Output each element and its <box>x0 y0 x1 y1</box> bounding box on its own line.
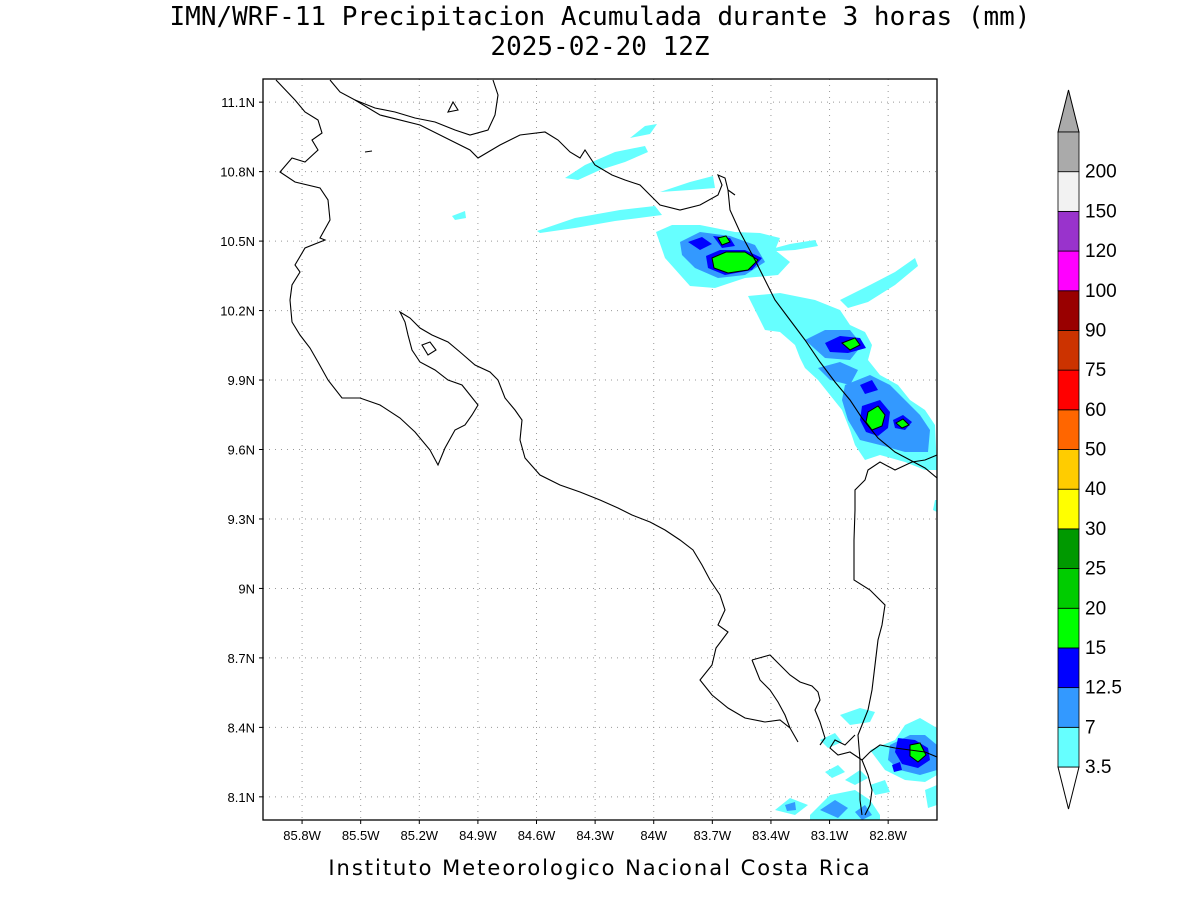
precip-3.5-cyan <box>452 124 937 820</box>
lon-tick-label: 84.9W <box>459 828 497 843</box>
lat-tick-label: 10.5N <box>220 234 255 249</box>
colorbar-label: 25 <box>1085 559 1106 580</box>
nicaragua-costa-rica-border-and-coast <box>275 79 799 743</box>
lat-tick-label: 10.8N <box>220 165 255 180</box>
lon-tick-label: 83.4W <box>752 828 790 843</box>
lat-tick-label: 9.3N <box>228 512 255 527</box>
colorbar-swatch <box>1057 131 1080 173</box>
colorbar-under-arrow <box>1057 766 1080 810</box>
lat-tick-label: 8.4N <box>228 720 255 735</box>
osa-peninsula <box>751 654 826 746</box>
colorbar-swatch <box>1057 607 1080 649</box>
coastlines-borders <box>275 79 937 816</box>
colorbar-swatch <box>1057 528 1080 569</box>
colorbar-label: 100 <box>1085 281 1117 302</box>
lat-tick-label: 8.1N <box>228 790 255 805</box>
colorbar-label: 200 <box>1085 162 1117 183</box>
colorbar-label: 20 <box>1085 598 1106 619</box>
burica-coast <box>861 759 873 816</box>
colorbar-label: 15 <box>1085 638 1106 659</box>
longitude-labels: 85.8W 85.5W 85.2W 84.9W 84.6W 84.3W 84W 83.7W 83… <box>283 820 908 843</box>
colorbar-label: 40 <box>1085 479 1106 500</box>
lon-tick-label: 83.1W <box>811 828 849 843</box>
small-islet <box>364 150 373 153</box>
colorbar-swatch <box>1057 250 1080 292</box>
colorbar-label: 75 <box>1085 360 1106 381</box>
precip-15-green <box>711 235 927 763</box>
lat-tick-label: 10.2N <box>220 304 255 319</box>
colorbar-label: 3.5 <box>1085 757 1111 778</box>
colorbar-label: 60 <box>1085 400 1106 421</box>
rio-san-juan-border <box>354 99 736 211</box>
colorbar-swatch <box>1057 369 1080 411</box>
lat-tick-label: 9N <box>238 581 255 596</box>
lat-tick-label: 8.7N <box>228 651 255 666</box>
colorbar-swatch <box>1057 726 1080 768</box>
colorbar-swatch <box>1057 330 1080 371</box>
colorbar-label: 7 <box>1085 717 1096 738</box>
lat-tick-label: 9.6N <box>228 443 255 458</box>
map-title-line1: IMN/WRF-11 Precipitacion Acumulada duran… <box>169 2 1031 32</box>
colorbar-swatch <box>1057 409 1080 450</box>
nicoya-inlet <box>421 341 437 356</box>
colorbar-label: 90 <box>1085 320 1106 341</box>
lon-tick-label: 83.7W <box>694 828 732 843</box>
lat-tick-label: 9.9N <box>228 373 255 388</box>
graticule-grid <box>263 79 937 820</box>
lake-island <box>447 100 459 113</box>
lon-tick-label: 85.5W <box>342 828 380 843</box>
lat-tick-label: 11.1N <box>221 95 255 110</box>
colorbar-swatch <box>1057 488 1080 530</box>
colorbar-label: 30 <box>1085 519 1106 540</box>
lon-tick-label: 84.3W <box>576 828 614 843</box>
footer-credit: Instituto Meteorologico Nacional Costa R… <box>328 856 872 880</box>
golfo-dulce <box>751 659 791 729</box>
panama-border <box>853 454 937 816</box>
colorbar-swatch <box>1057 171 1080 212</box>
colorbar-swatch <box>1057 687 1080 728</box>
lon-tick-label: 82.8W <box>869 828 907 843</box>
lon-tick-label: 84W <box>640 828 667 843</box>
colorbar-label: 150 <box>1085 201 1117 222</box>
map-title-line2: 2025-02-20 12Z <box>490 32 710 62</box>
colorbar-over-arrow <box>1057 89 1080 133</box>
colorbar-label: 120 <box>1085 241 1117 262</box>
latitude-labels: 11.1N 10.8N 10.5N 10.2N 9.9N 9.6N 9.3N 9N 8.7N 8.… <box>220 95 263 805</box>
precipitation-field <box>452 124 937 820</box>
colorbar-swatch <box>1057 647 1080 689</box>
colorbar-swatch <box>1057 449 1080 490</box>
caribbean-coast <box>727 189 937 479</box>
colorbar-label: 50 <box>1085 440 1106 461</box>
lon-tick-label: 85.2W <box>401 828 439 843</box>
lon-tick-label: 85.8W <box>283 828 321 843</box>
colorbar-swatch <box>1057 290 1080 331</box>
colorbar-swatch <box>1057 210 1080 252</box>
colorbar-swatch <box>1057 568 1080 609</box>
nicaragua-north-coast <box>329 79 499 136</box>
lon-tick-label: 84.6W <box>518 828 556 843</box>
colorbar-legend: 3.5 7 12.5 15 20 25 30 40 50 60 75 90 100 120 150 200 <box>1057 89 1122 810</box>
colorbar-label: 12.5 <box>1085 678 1122 699</box>
